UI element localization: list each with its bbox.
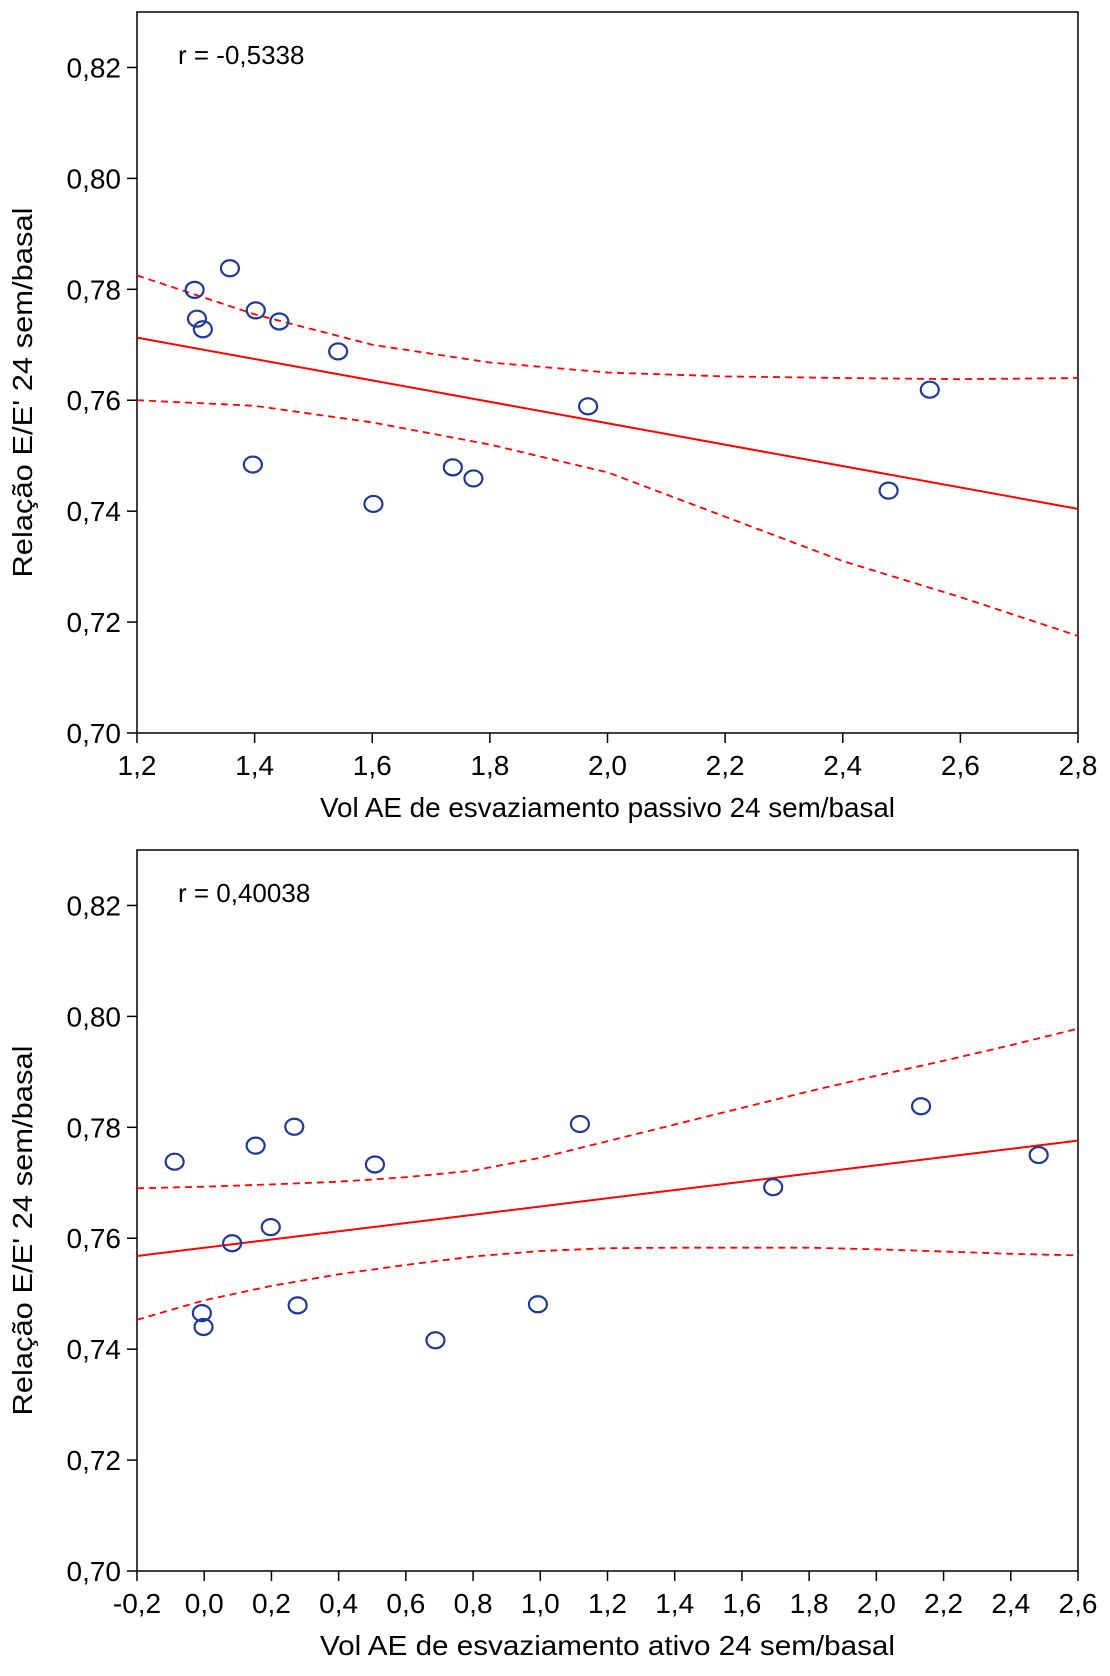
y-tick-label: 0,72: [67, 607, 122, 638]
data-point: [186, 309, 208, 328]
confidence-band-upper: [137, 274, 1078, 381]
confidence-band-lower: [137, 1246, 1078, 1321]
y-tick-label: 0,70: [67, 718, 122, 749]
y-tick-label: 0,74: [67, 496, 122, 527]
x-tick-label: 0,2: [252, 1588, 291, 1619]
x-tick-label: 2,6: [941, 750, 980, 781]
correlation-annotation: r = 0,40038: [178, 878, 310, 908]
data-point: [242, 455, 263, 474]
data-point: [222, 1234, 243, 1253]
x-tick-label: 1,2: [118, 750, 157, 781]
y-tick-label: 0,80: [67, 1001, 122, 1032]
x-axis-title: Vol AE de esvaziamento passivo 24 sem/ba…: [320, 792, 895, 823]
x-tick-label: 2,0: [857, 1588, 896, 1619]
data-point: [269, 312, 290, 331]
x-tick-label: 1,6: [353, 750, 392, 781]
x-tick-label: 2,0: [588, 750, 627, 781]
data-point: [527, 1295, 549, 1314]
x-tick-label: 2,2: [706, 750, 745, 781]
confidence-band-lower: [137, 399, 1078, 637]
y-tick-label: 0,82: [67, 890, 122, 921]
scatter-chart-passive: 0,70 0,72 0,74 0,76 0,78 0,80 0,82 1,2 1,4 1,6 1,8…: [7, 11, 1098, 823]
x-tick-label: 1,8: [470, 750, 509, 781]
data-point: [577, 397, 599, 416]
y-tick-label: 0,74: [67, 1334, 122, 1365]
data-point: [364, 1155, 386, 1174]
y-tick-label: 0,80: [67, 163, 122, 194]
regression-line: [137, 336, 1078, 510]
x-tick-label: 0,4: [319, 1588, 358, 1619]
x-tick-label: 1,8: [790, 1588, 829, 1619]
data-point: [442, 458, 463, 477]
y-tick-label: 0,70: [67, 1556, 122, 1587]
data-point: [193, 1317, 214, 1337]
x-tick-label: 1,0: [521, 1588, 560, 1619]
y-tick-label: 0,78: [67, 274, 122, 305]
data-point: [425, 1331, 446, 1350]
data-point: [363, 494, 384, 514]
data-point: [284, 1117, 305, 1136]
data-point: [245, 301, 266, 320]
x-tick-label: 0,0: [185, 1588, 224, 1619]
x-tick-label: 2,2: [924, 1588, 963, 1619]
x-axis-title: Vol AE de esvaziamento ativo 24 sem/basa…: [320, 1630, 895, 1661]
x-tick-label: 0,8: [454, 1588, 493, 1619]
y-axis-title: Relação E/E' 24 sem/basal: [7, 1046, 38, 1416]
data-point: [219, 259, 241, 278]
x-tick-label: 1,4: [235, 750, 274, 781]
data-point: [287, 1296, 308, 1315]
plot-frame: [136, 849, 1079, 1572]
y-tick-label: 0,76: [67, 385, 122, 416]
y-axis-title: Relação E/E' 24 sem/basal: [7, 208, 38, 578]
x-tick-label: 1,4: [655, 1588, 694, 1619]
data-point: [569, 1114, 591, 1134]
data-point: [328, 342, 349, 361]
x-tick-label: 2,4: [991, 1588, 1030, 1619]
data-point: [878, 481, 899, 500]
y-tick-label: 0,76: [67, 1223, 122, 1254]
data-point: [184, 280, 205, 299]
confidence-band-upper: [137, 1027, 1078, 1190]
x-tick-label: 0,6: [386, 1588, 425, 1619]
data-point: [191, 1304, 212, 1323]
x-tick-label: 2,4: [823, 750, 862, 781]
x-tick-label: 1,6: [722, 1588, 761, 1619]
y-tick-label: 0,78: [67, 1112, 122, 1143]
correlation-annotation: r = -0,5338: [178, 40, 304, 70]
y-tick-label: 0,82: [67, 52, 122, 83]
data-point: [919, 380, 940, 399]
data-point: [245, 1136, 266, 1155]
data-point: [192, 320, 213, 339]
x-tick-label: 2,8: [1059, 750, 1098, 781]
data-point: [1028, 1145, 1049, 1165]
x-tick-label: 1,2: [588, 1588, 627, 1619]
x-tick-label: -0,2: [113, 1588, 161, 1619]
scatter-chart-active: 0,70 0,72 0,74 0,76 0,78 0,80 0,82 -0,2 0,0 0,2 0,…: [7, 849, 1098, 1661]
y-tick-label: 0,72: [67, 1445, 122, 1476]
data-point: [164, 1152, 185, 1171]
data-point: [463, 469, 484, 488]
regression-line: [137, 1139, 1078, 1257]
data-point: [910, 1097, 932, 1116]
data-point: [260, 1218, 281, 1237]
data-point: [763, 1178, 784, 1197]
x-tick-label: 2,6: [1059, 1588, 1098, 1619]
